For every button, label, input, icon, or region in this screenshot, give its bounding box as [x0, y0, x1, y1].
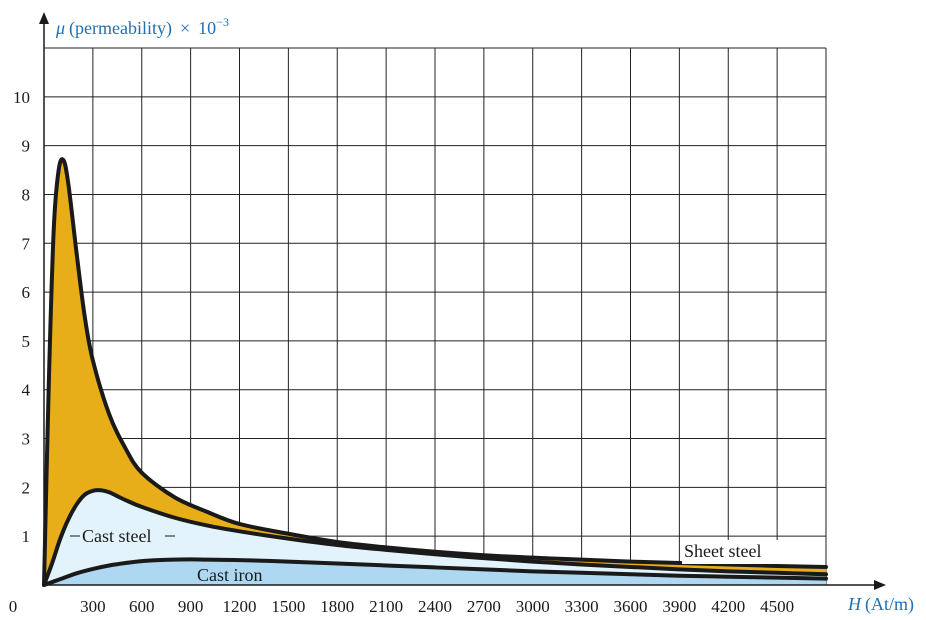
- y-tick-label: 8: [22, 185, 31, 204]
- sheet-steel-label-bg: [682, 540, 780, 564]
- cast-steel-label-bg: [80, 524, 166, 548]
- y-tick-label: 9: [22, 137, 31, 156]
- y-tick-label: 2: [22, 478, 31, 497]
- x-tick-label: 0: [9, 597, 18, 616]
- cast-iron-area: [44, 559, 826, 585]
- y-tick-label: 6: [22, 283, 31, 302]
- x-tick-label: 900: [178, 597, 204, 616]
- axes: [39, 12, 886, 590]
- x-tick-label: 2100: [369, 597, 403, 616]
- cast-steel-curve: [42, 488, 828, 587]
- x-tick-label: 600: [129, 597, 155, 616]
- x-tick-label: 4500: [760, 597, 794, 616]
- x-tick-label: 1800: [320, 597, 354, 616]
- grid: [44, 47, 827, 585]
- cast-iron-label: Cast iron: [197, 565, 263, 585]
- x-tick-label: 1200: [223, 597, 257, 616]
- x-tick-label: 1500: [271, 597, 305, 616]
- y-tick-label: 1: [22, 527, 31, 546]
- y-axis-arrow: [39, 12, 49, 24]
- cast-iron-curve: [42, 557, 828, 587]
- x-axis-arrow: [874, 580, 886, 590]
- x-tick-label: 300: [80, 597, 106, 616]
- sheet-steel-label: Sheet steel: [684, 541, 761, 561]
- x-tick-label: 3600: [614, 597, 648, 616]
- cast-steel-label: Cast steel: [82, 526, 152, 546]
- y-tick-label: 5: [22, 332, 31, 351]
- y-tick-labels: 1 2 3 4 5 6 7 8 9 10: [13, 88, 31, 546]
- x-tick-label: 3000: [516, 597, 550, 616]
- y-tick-label: 10: [13, 88, 30, 107]
- y-tick-label: 3: [22, 430, 31, 449]
- y-tick-label: 4: [22, 381, 31, 400]
- sheet-steel-curve: [42, 157, 828, 587]
- y-axis-title: μ (permeability) × 10−3: [55, 15, 229, 39]
- y-tick-label: 7: [22, 234, 31, 253]
- x-tick-label: 2400: [418, 597, 452, 616]
- series-curves: [42, 157, 828, 587]
- x-axis-title: H (At/m): [847, 594, 914, 615]
- x-tick-label: 2700: [467, 597, 501, 616]
- x-tick-label: 3300: [565, 597, 599, 616]
- x-tick-label: 4200: [711, 597, 745, 616]
- x-tick-label: 3900: [662, 597, 696, 616]
- x-tick-labels: 0 300 600 900 1200 1500 1800 2100 2400 2700 3000 33…: [9, 597, 794, 616]
